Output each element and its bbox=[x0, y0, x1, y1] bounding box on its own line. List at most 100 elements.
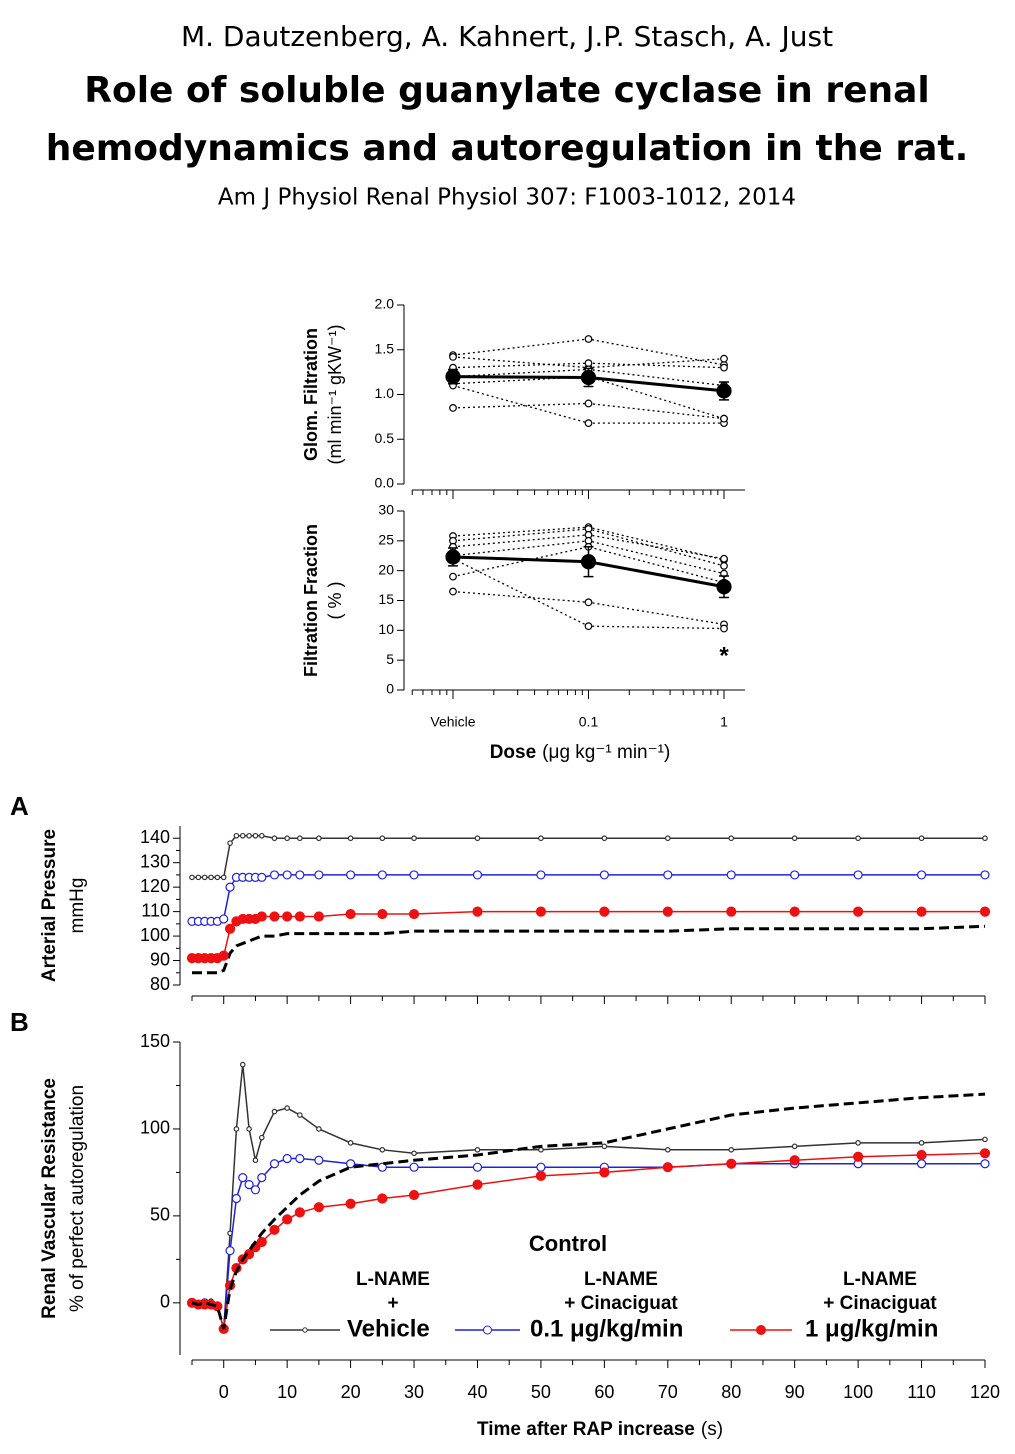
data-point bbox=[282, 911, 293, 922]
y-tick-label: 150 bbox=[140, 1031, 170, 1051]
data-point bbox=[584, 622, 593, 631]
data-point bbox=[853, 870, 863, 880]
y-tick-label: 2.0 bbox=[375, 296, 395, 312]
data-point bbox=[449, 572, 457, 581]
data-point bbox=[256, 911, 267, 922]
data-point bbox=[258, 832, 265, 839]
data-point bbox=[377, 908, 388, 920]
data-point bbox=[271, 835, 278, 842]
x-axis-label: Dose (μg kg⁻¹ min⁻¹) bbox=[490, 742, 671, 763]
data-point bbox=[535, 906, 547, 917]
data-point bbox=[411, 1150, 417, 1157]
data-point bbox=[584, 359, 593, 368]
data-point bbox=[584, 335, 593, 343]
data-point bbox=[282, 1214, 293, 1225]
legend-label: Vehicle bbox=[347, 1315, 430, 1342]
y-axis-label: Renal Vascular Resistance bbox=[39, 1078, 60, 1319]
data-point bbox=[662, 906, 673, 917]
data-point bbox=[239, 832, 246, 839]
x-tick-label: 120 bbox=[970, 1382, 1000, 1402]
data-point bbox=[728, 1147, 735, 1153]
x-tick-label: 30 bbox=[404, 1382, 424, 1402]
data-point bbox=[601, 835, 608, 842]
data-point bbox=[728, 835, 735, 842]
data-point bbox=[314, 1155, 324, 1165]
x-tick-label: 100 bbox=[843, 1382, 873, 1402]
data-point bbox=[982, 1136, 988, 1143]
y-tick-label: 5 bbox=[386, 651, 394, 667]
data-point bbox=[220, 874, 227, 881]
data-point bbox=[225, 882, 235, 892]
data-point bbox=[239, 1061, 246, 1068]
data-point bbox=[271, 1108, 278, 1115]
data-point bbox=[256, 1236, 267, 1248]
data-point bbox=[445, 369, 461, 385]
data-point bbox=[282, 1153, 292, 1164]
data-point bbox=[257, 1173, 267, 1183]
data-point bbox=[980, 870, 990, 880]
data-point bbox=[284, 835, 290, 842]
y-tick-label: 100 bbox=[140, 925, 170, 945]
data-point bbox=[345, 908, 356, 920]
y-tick-label: 0.5 bbox=[375, 430, 395, 446]
title-line: Role of soluble guanylate cyclase in ren… bbox=[84, 70, 930, 111]
data-point bbox=[294, 1207, 305, 1218]
y-tick-label: 0 bbox=[160, 1292, 170, 1312]
data-point bbox=[720, 354, 728, 363]
legend-prefix: L-NAME bbox=[584, 1269, 658, 1290]
x-axis-label-part: (s) bbox=[701, 1419, 723, 1440]
y-axis-label: Filtration Fraction bbox=[301, 524, 321, 677]
data-point bbox=[250, 1185, 261, 1195]
data-point bbox=[855, 835, 861, 842]
data-point bbox=[295, 1153, 305, 1164]
data-point bbox=[916, 870, 927, 880]
y-tick-label: 50 bbox=[150, 1205, 170, 1225]
legend-swatch bbox=[483, 1325, 492, 1335]
data-point bbox=[208, 874, 214, 881]
data-point bbox=[411, 835, 417, 842]
data-point bbox=[726, 906, 737, 917]
y-tick-label: 25 bbox=[378, 532, 394, 548]
data-point bbox=[663, 870, 673, 880]
y-axis-label: % of perfect autoregulation bbox=[67, 1085, 88, 1312]
data-point bbox=[472, 1162, 483, 1172]
data-point bbox=[231, 1193, 242, 1204]
data-point bbox=[408, 908, 420, 920]
data-point bbox=[219, 914, 229, 924]
x-axis-label: Time after RAP increase (s) bbox=[477, 1419, 723, 1440]
data-point bbox=[580, 554, 597, 570]
x-axis-label-part: (μg kg⁻¹ min⁻¹) bbox=[542, 742, 670, 763]
data-point bbox=[599, 870, 609, 880]
data-point bbox=[916, 1149, 927, 1161]
series-line bbox=[452, 590, 725, 626]
legend-swatch bbox=[302, 1327, 308, 1333]
x-tick-label: 90 bbox=[785, 1382, 805, 1402]
data-point bbox=[538, 1147, 544, 1153]
data-point bbox=[853, 906, 864, 917]
y-tick-label: 100 bbox=[140, 1118, 170, 1138]
legend-prefix: L-NAME bbox=[843, 1269, 917, 1290]
data-point bbox=[295, 870, 305, 880]
y-tick-label: 15 bbox=[378, 591, 394, 607]
y-tick-label: 30 bbox=[378, 502, 394, 518]
legend-swatch bbox=[756, 1325, 766, 1335]
data-point bbox=[916, 906, 927, 917]
data-point bbox=[225, 1246, 235, 1256]
data-point bbox=[720, 363, 728, 372]
legend-label: 1 μg/kg/min bbox=[805, 1315, 938, 1342]
data-point bbox=[789, 1155, 800, 1166]
x-tick-label: 70 bbox=[658, 1382, 678, 1402]
data-point bbox=[195, 874, 202, 881]
data-point bbox=[791, 1143, 798, 1150]
citation: Am J Physiol Renal Physiol 307: F1003-10… bbox=[218, 185, 796, 211]
y-tick-label: 80 bbox=[150, 974, 170, 994]
data-point bbox=[345, 1198, 356, 1209]
legend-prefix: + Cinaciguat bbox=[564, 1293, 678, 1314]
data-point bbox=[313, 911, 324, 922]
data-point bbox=[716, 579, 732, 595]
data-point bbox=[918, 1140, 925, 1146]
data-point bbox=[664, 1147, 671, 1153]
data-point bbox=[258, 1134, 265, 1141]
data-point bbox=[316, 1126, 322, 1132]
y-tick-label: 130 bbox=[140, 851, 170, 871]
